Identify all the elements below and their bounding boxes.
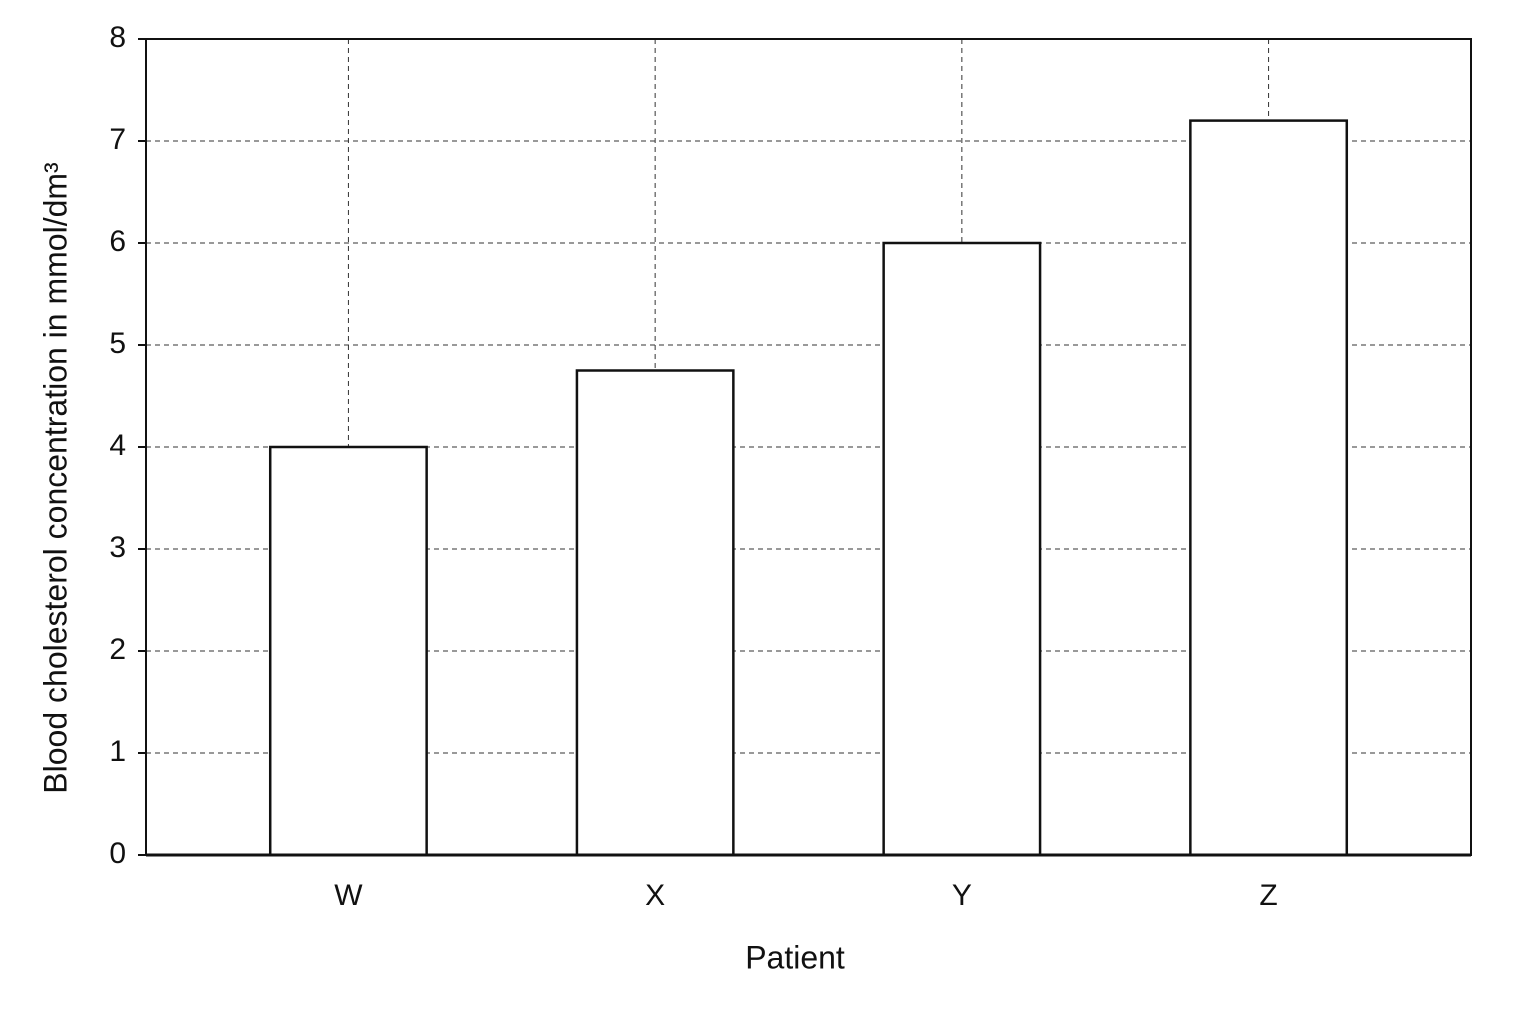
x-tick-label: W — [334, 879, 363, 912]
y-tick-label: 7 — [109, 123, 126, 156]
y-tick-label: 1 — [109, 735, 126, 768]
x-tick-label: X — [645, 879, 665, 912]
y-tick-label: 3 — [109, 531, 126, 564]
bar — [882, 241, 1042, 857]
x-tick-label: Y — [952, 879, 972, 912]
y-tick-label: 8 — [109, 21, 126, 54]
x-tick-label: Z — [1259, 879, 1277, 912]
bar — [268, 445, 428, 857]
y-tick-label: 2 — [109, 633, 126, 666]
y-tick-label: 4 — [109, 429, 126, 462]
y-tick-label: 6 — [109, 225, 126, 258]
bar — [1189, 119, 1349, 857]
y-tick-label: 5 — [109, 327, 126, 360]
x-axis-label: Patient — [745, 939, 845, 975]
y-axis-label: Blood cholesterol concentration in mmol/… — [37, 162, 73, 794]
y-tick-label: 0 — [109, 837, 126, 870]
bar — [575, 369, 735, 857]
